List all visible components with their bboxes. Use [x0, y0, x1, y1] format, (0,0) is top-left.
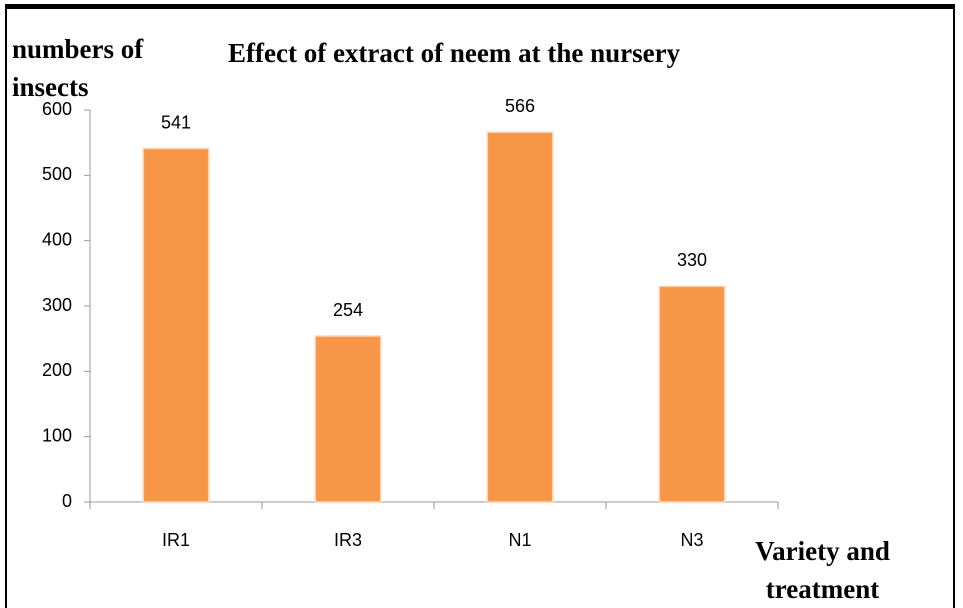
y-tick-label: 300: [42, 295, 72, 315]
bar: [658, 285, 726, 503]
y-tick-label: 100: [42, 425, 72, 445]
x-tick-label: IR3: [334, 530, 362, 550]
y-tick-label: 200: [42, 360, 72, 380]
bar: [142, 147, 210, 503]
y-tick-label: 0: [62, 491, 72, 511]
x-tick-label: N1: [508, 530, 531, 550]
y-tick-label: 500: [42, 164, 72, 184]
y-axis-label: numbers of insects: [12, 34, 144, 102]
data-label: 254: [333, 300, 363, 320]
y-tick-label: 400: [42, 229, 72, 249]
data-label: 566: [505, 96, 535, 116]
data-label: 330: [677, 250, 707, 270]
data-label: 541: [161, 112, 191, 132]
x-axis-label: Variety and treatment: [755, 536, 890, 604]
frame: [5, 4, 955, 608]
bar: [314, 335, 382, 503]
bar: [486, 131, 554, 503]
chart-title: Effect of extract of neem at the nursery: [228, 38, 681, 68]
y-tick-label: 600: [42, 99, 72, 119]
x-tick-label: N3: [680, 530, 703, 550]
x-tick-label: IR1: [162, 530, 190, 550]
